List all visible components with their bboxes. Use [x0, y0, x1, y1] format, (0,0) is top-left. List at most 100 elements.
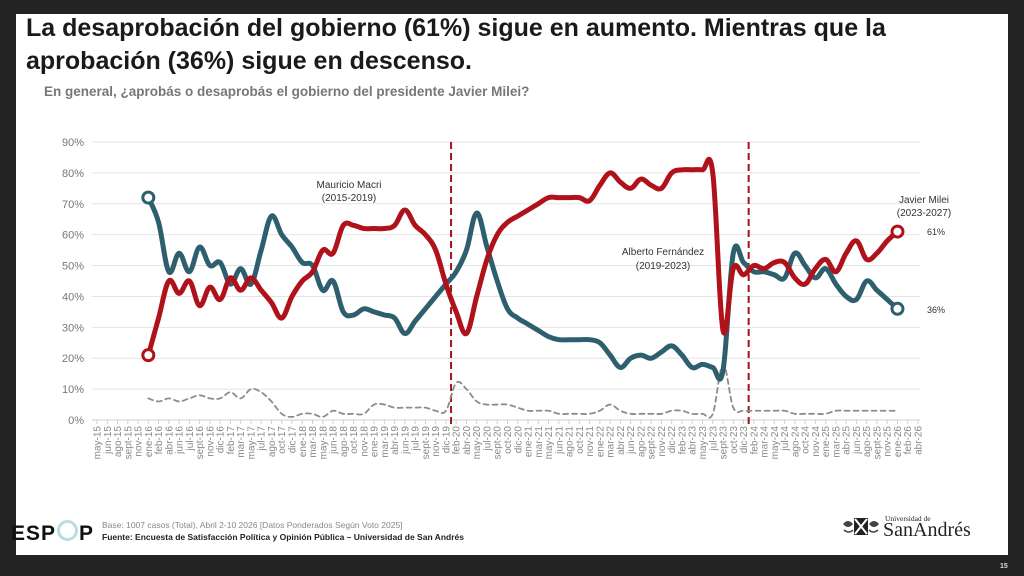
x-tick-label: oct-21	[575, 426, 586, 454]
end-label-disapproval: 61%	[927, 227, 945, 237]
x-tick-label: ago-17	[267, 426, 278, 458]
annotation-fernandez-years: (2019-2023)	[636, 261, 690, 272]
y-tick-label: 80%	[62, 168, 84, 180]
end-label-approval: 36%	[927, 305, 945, 315]
x-tick-label: jul-24	[780, 426, 791, 452]
x-axis: may-15 jun-15 ago-15 sept-15 nov-15 ene-16 feb…	[93, 420, 925, 459]
annotations: Mauricio Macri (2015-2019) Alberto Ferná…	[316, 180, 951, 315]
x-tick-label: sept-25	[872, 426, 883, 460]
espop-logo: ESP P	[11, 520, 94, 546]
x-tick-label: feb-16	[154, 426, 165, 455]
x-tick-label: feb-20	[452, 426, 463, 455]
x-tick-label: oct-20	[503, 426, 514, 454]
y-tick-label: 90%	[62, 137, 84, 149]
x-tick-label: ago-22	[636, 426, 647, 458]
y-tick-label: 20%	[62, 353, 84, 365]
x-tick-label: may-20	[472, 426, 483, 460]
series-line-aprobacin	[145, 195, 900, 382]
x-tick-label: oct-18	[349, 426, 360, 454]
logo-text-right: P	[79, 522, 95, 545]
y-tick-label: 60%	[62, 230, 84, 242]
x-tick-label: mar-25	[831, 426, 842, 458]
x-tick-label: jul-20	[482, 426, 493, 452]
series-lines	[145, 156, 900, 419]
x-tick-label: abr-22	[616, 426, 627, 455]
y-axis-ticks: 0% 10% 20% 30% 40% 50% 60% 70% 80% 90%	[62, 137, 84, 427]
x-tick-label: abr-19	[390, 426, 401, 455]
x-tick-label: jul-17	[257, 426, 268, 452]
x-tick-label: mar-22	[606, 426, 617, 458]
x-tick-label: jul-23	[708, 426, 719, 452]
series-markers	[141, 190, 905, 363]
x-tick-label: ene-22	[595, 426, 606, 458]
x-tick-label: ago-21	[565, 426, 576, 458]
x-tick-label: ene-18	[298, 426, 309, 458]
x-tick-label: sept-20	[493, 426, 504, 460]
x-tick-label: jul-19	[411, 426, 422, 452]
x-tick-label: sept-22	[647, 426, 658, 460]
annotation-milei: Javier Milei	[899, 195, 949, 206]
x-tick-label: oct-17	[277, 426, 288, 454]
x-tick-label: nov-21	[585, 426, 596, 457]
chart-subtitle: En general, ¿aprobás o desaprobás el gob…	[44, 84, 530, 99]
page-title: La desaprobación del gobierno (61%) sigu…	[26, 14, 886, 75]
y-tick-label: 50%	[62, 261, 84, 273]
university-label-big: SanAndrés	[883, 519, 971, 541]
x-tick-label: dic-16	[216, 426, 227, 454]
x-tick-label: may-23	[698, 426, 709, 460]
x-tick-label: jul-16	[185, 426, 196, 452]
x-tick-label: nov-22	[657, 426, 668, 457]
end-marker	[890, 224, 905, 239]
x-tick-label: ene-26	[893, 426, 904, 458]
x-tick-label: ene-21	[524, 426, 535, 458]
x-tick-label: nov-24	[811, 426, 822, 457]
x-tick-label: oct-24	[801, 426, 812, 454]
x-tick-label: mar-19	[380, 426, 391, 458]
y-tick-label: 70%	[62, 199, 84, 211]
base-note: Base: 1007 casos (Total), Abril 2-10 202…	[102, 520, 403, 530]
x-tick-label: abr-16	[164, 426, 175, 455]
x-tick-label: nov-15	[134, 426, 145, 457]
x-tick-label: feb-23	[677, 426, 688, 455]
x-tick-label: jun-21	[554, 426, 565, 455]
source-note: Fuente: Encuesta de Satisfacción Polític…	[102, 532, 464, 542]
grid-lines	[92, 141, 920, 421]
x-tick-label: mar-21	[534, 426, 545, 458]
x-tick-label: dic-23	[739, 426, 750, 454]
crest-icon	[843, 518, 879, 535]
x-tick-label: nov-25	[883, 426, 894, 457]
x-tick-label: may-24	[770, 426, 781, 460]
annotation-macri: Mauricio Macri	[316, 180, 381, 191]
x-tick-label: abr-25	[842, 426, 853, 455]
x-tick-label: mar-17	[236, 426, 247, 458]
annotation-milei-years: (2023-2027)	[897, 208, 951, 219]
university-label-small: Universidad de	[885, 514, 931, 523]
x-tick-label: nov-18	[359, 426, 370, 457]
x-tick-label: may-18	[318, 426, 329, 460]
x-tick-label: feb-17	[226, 426, 237, 455]
x-tick-label: sept-16	[195, 426, 206, 460]
x-tick-label: abr-20	[462, 426, 473, 455]
series-line-desaprobacin	[145, 156, 900, 358]
start-marker	[141, 348, 156, 363]
x-tick-label: may-17	[246, 426, 257, 460]
x-tick-label: jun-15	[103, 426, 114, 455]
x-tick-label: nov-16	[205, 426, 216, 457]
x-tick-label: dic-19	[441, 426, 452, 454]
page-number: 15	[1000, 563, 1008, 570]
x-tick-label: ago-18	[339, 426, 350, 458]
x-tick-label: jun-22	[626, 426, 637, 455]
x-tick-label: ago-15	[113, 426, 124, 458]
x-tick-label: dic-17	[287, 426, 298, 454]
x-tick-label: jun-25	[852, 426, 863, 455]
x-tick-label: ene-25	[821, 426, 832, 458]
x-tick-label: nov-19	[431, 426, 442, 457]
x-tick-label: jun-18	[329, 426, 340, 455]
x-tick-label: dic-22	[667, 426, 678, 454]
x-tick-label: sept-19	[421, 426, 432, 460]
x-tick-label: feb-26	[903, 426, 914, 455]
x-tick-label: may-15	[93, 426, 104, 460]
x-tick-label: abr-23	[688, 426, 699, 455]
x-tick-label: dic-20	[513, 426, 524, 454]
